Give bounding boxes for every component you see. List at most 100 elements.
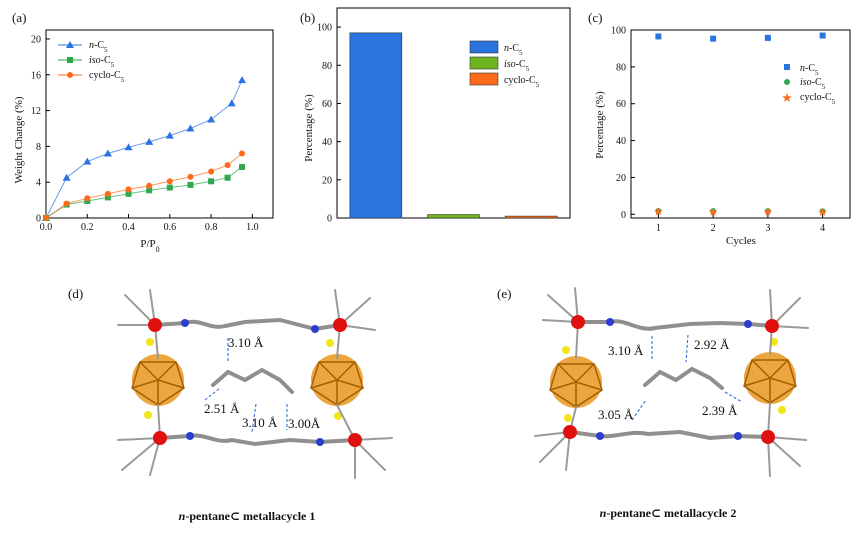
legend-b-cyclo: cyclo-C5: [504, 75, 540, 89]
d-distance-3: 3.10 Å: [242, 415, 278, 430]
chart-c-ylabel: Percentage (%): [594, 91, 606, 159]
legend-c-circle-icon: [784, 79, 790, 85]
chart-c-legend: n-C5 iso-C5 cyclo-C5: [782, 63, 836, 106]
chart-a-xlabel: P/P0: [140, 238, 159, 254]
d-distance-4: 3.00Å: [288, 416, 321, 431]
chart-a-point-2: [166, 178, 173, 185]
chart-a-legend: n-C5 iso-C5 cyclo-C5: [58, 40, 125, 84]
chart-a-ytick-label: 12: [31, 106, 41, 117]
d-guest-pentane: [211, 367, 294, 394]
chart-c-point-2: [818, 207, 827, 216]
chart-c-xtick-label: 3: [765, 223, 770, 234]
chart-a-xtick-label: 0.4: [122, 222, 135, 233]
chart-c-point-0: [655, 33, 662, 40]
e-distance-2: 2.92 Å: [694, 337, 730, 352]
chart-a-xtick-label: 1.0: [246, 222, 259, 233]
e-dist-arrow-2: [685, 334, 689, 363]
chart-c-xlabel: Cycles: [726, 235, 756, 247]
chart-a-ytick-label: 4: [36, 178, 41, 189]
chart-a-point-2: [187, 173, 194, 180]
chart-a-xtick-label: 0.2: [81, 222, 94, 233]
e-dist-arrow-3: [631, 399, 647, 421]
d-distance-2: 2.51 Å: [204, 401, 240, 416]
chart-a-point-0: [238, 76, 247, 84]
legend-a-cyclo: cyclo-C5: [89, 70, 125, 84]
chart-b-bars: [349, 32, 558, 219]
legend-a-square-icon: [67, 57, 73, 63]
chart-a-point-0: [165, 131, 174, 139]
chart-a-ytick-label: 8: [36, 142, 41, 153]
chart-a-line-1: [45, 166, 243, 219]
panel-a-label: (a): [12, 10, 26, 25]
chart-b-ytick-label: 100: [317, 23, 332, 34]
legend-a-triangle-icon: [66, 41, 74, 48]
chart-a-ytick-label: 0: [36, 214, 41, 225]
chart-a-point-0: [124, 143, 133, 151]
chart-c-point-2: [763, 207, 773, 216]
e-distance-4: 2.39 Å: [702, 403, 738, 418]
chart-a-axes: [45, 29, 274, 219]
chart-b-ytick-label: 80: [322, 61, 332, 72]
d-distance-1: 3.10 Å: [228, 335, 264, 350]
chart-c-xtick-label: 1: [656, 223, 661, 234]
chart-a-series: [42, 76, 247, 221]
chart-c-ytick-label: 20: [616, 173, 626, 184]
chart-a-frame: [45, 29, 274, 219]
e-caption: n-pentane⊂ metallacycle 2: [600, 506, 737, 520]
chart-a-point-1: [239, 163, 246, 170]
chart-b-ylabel: Percentage (%): [303, 94, 315, 162]
chart-a-point-2: [104, 190, 111, 197]
chart-c-ytick-label: 80: [616, 62, 626, 73]
chart-a-point-0: [62, 173, 71, 181]
d-caption: n-pentane⊂ metallacycle 1: [179, 509, 316, 523]
d-dist-arrow-2: [204, 387, 221, 401]
chart-c-point-2: [654, 207, 663, 216]
chart-a-point-1: [166, 184, 173, 191]
legend-a-iso: iso-C5: [89, 55, 115, 69]
structure-d-model: [117, 289, 393, 479]
chart-b-ytick-label: 0: [327, 214, 332, 225]
e-cage-right: [743, 325, 797, 438]
legend-b-swatch-cyclo: [469, 72, 499, 86]
chart-b-bar-0: [349, 32, 403, 219]
chart-a-xtick-label: 0.6: [164, 222, 177, 233]
legend-b-iso: iso-C5: [504, 59, 530, 73]
chart-c-ytick-label: 100: [611, 26, 626, 37]
chart-a-point-0: [83, 157, 92, 165]
chart-a-xtick-label: 0.0: [40, 222, 53, 233]
d-metal-corners: [117, 289, 393, 479]
e-distance-1: 3.10 Å: [608, 343, 644, 358]
e-metal-corners: [534, 287, 809, 477]
chart-a-point-0: [186, 124, 195, 132]
chart-b-ytick-label: 40: [322, 137, 332, 148]
e-distance-3: 3.05 Å: [598, 407, 634, 422]
chart-c-point-2: [708, 207, 718, 216]
chart-a-point-1: [224, 174, 231, 181]
chart-b-ticks: 0 20 40 60 80 100: [317, 23, 341, 225]
chart-c-xtick-label: 2: [711, 223, 716, 234]
legend-c-n: n-C5: [800, 63, 819, 77]
chart-a-line-2: [45, 153, 243, 219]
chart-a-line-0: [45, 79, 243, 219]
panel-e-label: (e): [497, 286, 511, 301]
e-dist-arrow-4: [724, 391, 743, 403]
chart-b: (b) 0 20 40 60 80 100 Percentage (%) n-C5 iso…: [300, 7, 571, 225]
chart-b-bar-1: [427, 214, 480, 219]
structure-e: (e): [497, 286, 809, 520]
chart-c-frame: [630, 29, 851, 219]
legend-b-swatch-n: [469, 40, 499, 54]
chart-c-axes: [630, 29, 851, 219]
chart-a: (a) 0.0 0.2 0.4 0.6 0.8 1.0 0 4 8 12 16 20 Weight C…: [12, 10, 274, 254]
chart-a-point-1: [104, 194, 111, 201]
legend-b-swatch-iso: [469, 56, 499, 70]
chart-a-point-2: [208, 168, 215, 175]
legend-c-star-icon: [782, 93, 792, 102]
chart-a-point-0: [145, 137, 154, 145]
chart-a-point-2: [146, 182, 153, 189]
chart-a-point-1: [146, 187, 153, 194]
e-guest-pentane: [643, 366, 724, 390]
chart-a-point-0: [103, 149, 112, 157]
